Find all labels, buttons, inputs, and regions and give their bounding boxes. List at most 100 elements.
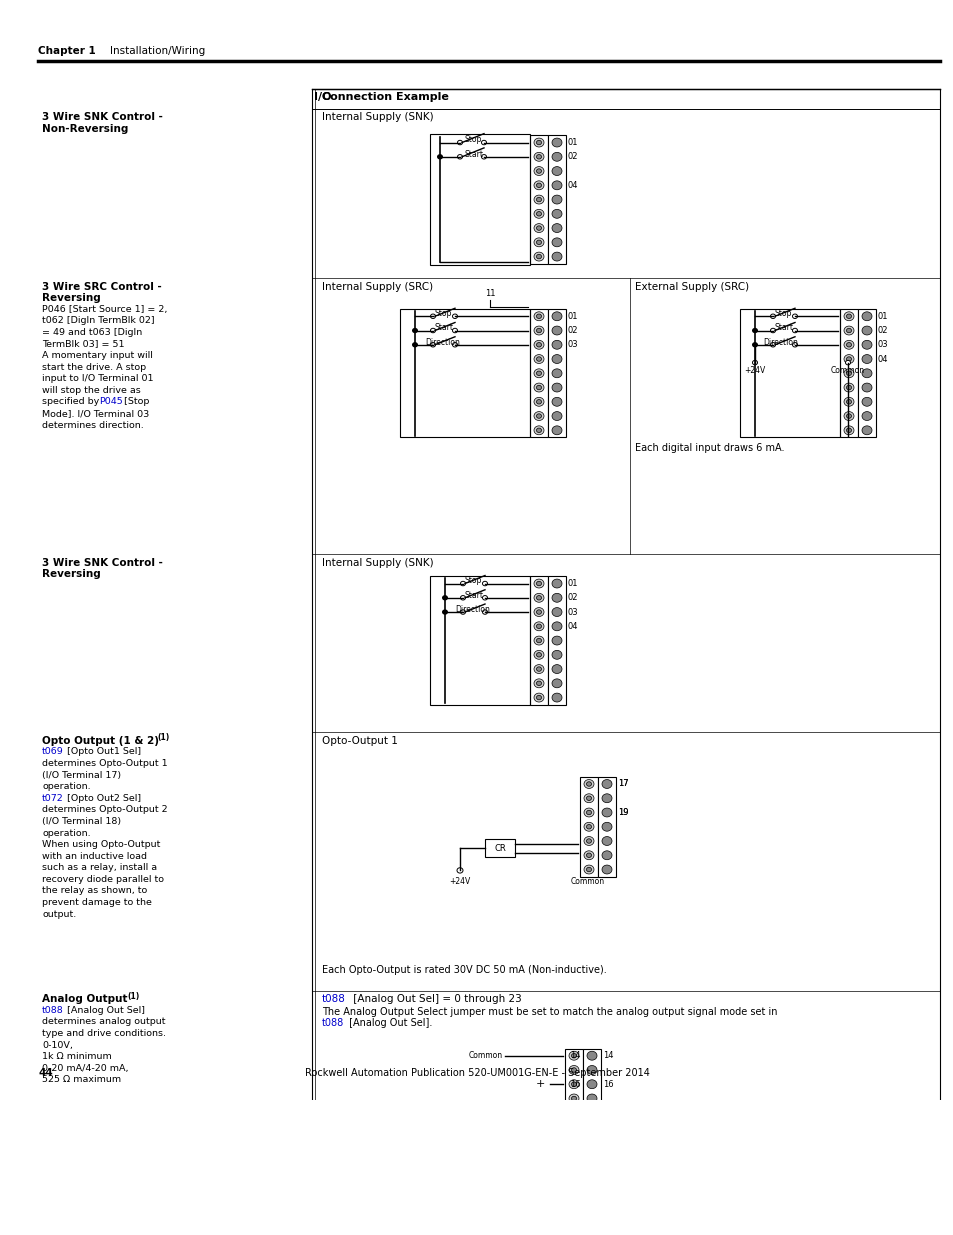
Text: (1): (1) [157,734,169,742]
Text: When using Opto-Output: When using Opto-Output [42,840,160,850]
Circle shape [536,429,541,432]
Text: 03: 03 [877,341,887,350]
Circle shape [845,329,851,332]
Circle shape [552,593,561,603]
Text: output.: output. [42,910,76,919]
Text: (1): (1) [127,992,139,1000]
Circle shape [583,779,594,788]
Text: = 49 and t063 [DigIn: = 49 and t063 [DigIn [42,327,142,337]
Circle shape [536,695,541,700]
Circle shape [586,797,591,800]
Circle shape [534,679,543,688]
Circle shape [751,342,758,347]
Text: Mode]. I/O Terminal 03: Mode]. I/O Terminal 03 [42,409,149,417]
Circle shape [534,354,543,363]
Text: [Opto Out2 Sel]: [Opto Out2 Sel] [64,794,141,803]
Circle shape [583,808,594,818]
Circle shape [862,383,871,391]
Text: 44: 44 [38,1068,52,1078]
Text: Each digital input draws 6 mA.: Each digital input draws 6 mA. [635,443,783,453]
Circle shape [534,651,543,659]
Text: 16: 16 [569,1079,580,1089]
Circle shape [843,426,853,435]
Text: Direction: Direction [424,337,459,347]
Text: t062 [DigIn TermBlk 02]: t062 [DigIn TermBlk 02] [42,316,154,325]
Text: Stop: Stop [435,309,452,319]
Circle shape [534,167,543,175]
Bar [547,136,565,264]
Text: 3 Wire SRC Control -: 3 Wire SRC Control - [42,282,162,291]
Text: 17: 17 [618,779,628,788]
Circle shape [534,426,543,435]
Circle shape [843,411,853,420]
Circle shape [751,327,758,333]
Text: determines direction.: determines direction. [42,420,144,430]
Circle shape [552,579,561,588]
Circle shape [571,1053,576,1058]
Circle shape [862,398,871,406]
Circle shape [843,311,853,321]
Circle shape [536,370,541,375]
Circle shape [452,314,457,319]
Text: 04: 04 [877,354,887,363]
Bar [430,577,530,705]
Text: the relay as shown, to: the relay as shown, to [42,887,147,895]
Text: External Supply (SRC): External Supply (SRC) [635,282,748,291]
Text: t088: t088 [322,1019,344,1029]
Circle shape [552,224,561,232]
Circle shape [571,1153,576,1157]
Circle shape [536,141,541,144]
Circle shape [845,429,851,432]
Text: TermBlk 03] = 51: TermBlk 03] = 51 [42,340,125,348]
Circle shape [534,224,543,232]
Circle shape [536,680,541,685]
Circle shape [536,183,541,188]
Circle shape [534,238,543,247]
Circle shape [552,252,561,261]
Bar [582,1049,600,1162]
Circle shape [457,141,462,144]
Circle shape [441,609,448,615]
Text: type and drive conditions.: type and drive conditions. [42,1029,166,1037]
Circle shape [534,210,543,219]
Circle shape [452,342,457,347]
Circle shape [792,329,797,332]
Circle shape [457,154,462,159]
Text: 14: 14 [569,1051,579,1060]
Circle shape [536,652,541,657]
Circle shape [536,240,541,245]
Circle shape [436,154,442,159]
Text: (I/O Terminal 17): (I/O Terminal 17) [42,771,121,779]
Circle shape [568,1051,578,1060]
Circle shape [770,329,775,332]
Circle shape [536,667,541,672]
Circle shape [586,1051,597,1060]
Circle shape [536,226,541,230]
Circle shape [536,254,541,259]
Circle shape [536,342,541,347]
Circle shape [552,651,561,659]
Circle shape [534,593,543,603]
Circle shape [586,825,591,829]
Text: [Analog Out Sel] = 0 through 23: [Analog Out Sel] = 0 through 23 [350,994,521,1004]
Circle shape [552,608,561,616]
Text: Start: Start [435,324,454,332]
Bar [598,777,616,877]
Circle shape [534,622,543,631]
Bar [430,133,530,266]
Bar [530,309,547,437]
Text: Start: Start [774,324,793,332]
Text: 3 Wire SNK Control -: 3 Wire SNK Control - [42,112,163,122]
Text: (I/O Terminal 18): (I/O Terminal 18) [42,818,121,826]
Circle shape [430,314,435,319]
Circle shape [571,1082,576,1087]
Circle shape [583,823,594,831]
Text: 0-20 mA/4-20 mA,: 0-20 mA/4-20 mA, [42,1063,129,1073]
Circle shape [583,864,594,874]
Circle shape [534,579,543,588]
Circle shape [552,426,561,435]
Text: Common: Common [830,366,864,375]
Circle shape [586,1151,597,1160]
Circle shape [430,342,435,347]
Circle shape [534,326,543,335]
